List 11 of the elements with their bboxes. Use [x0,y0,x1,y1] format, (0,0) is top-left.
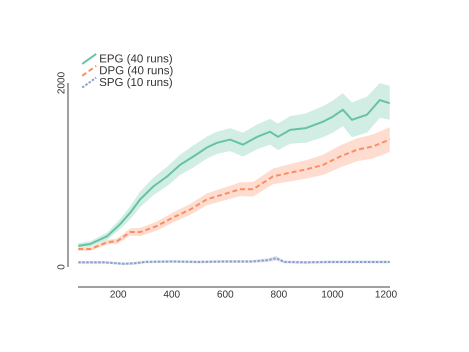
legend-label: DPG (40 runs) [100,66,173,77]
y-tick-label: 2000 [57,72,64,94]
y-tick-label: 0 [57,264,64,270]
x-tick-label: 1000 [322,290,344,298]
x-tick-label: 800 [270,290,287,298]
x-tick-label: 600 [217,290,234,298]
legend-label: SPG (10 runs) [100,78,172,88]
x-tick-label: 1200 [376,290,397,298]
x-tick-label: 400 [164,290,180,298]
x-tick-label: 200 [110,290,126,298]
legend-label: EPG (40 runs) [100,54,172,65]
